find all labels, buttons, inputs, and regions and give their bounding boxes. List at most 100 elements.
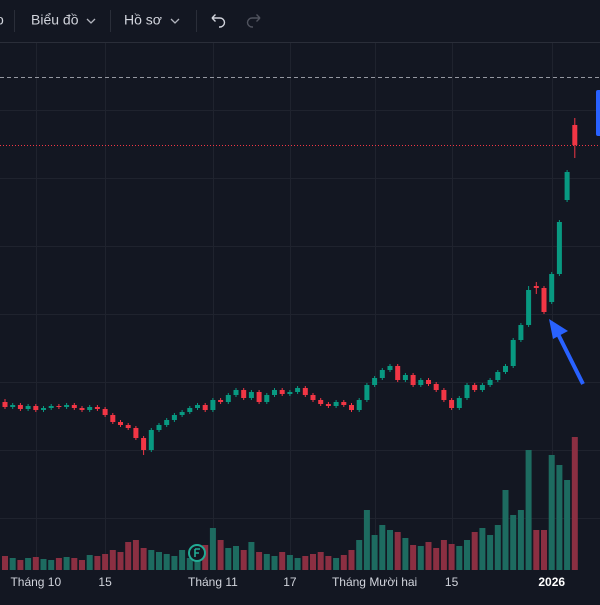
arrow-head [549,319,568,339]
toolbar-item[interactable]: Hồ sơ [124,12,162,28]
candle-body [233,390,239,395]
volume-bar [263,554,270,570]
candle-body [341,402,347,405]
candle-body [187,408,193,412]
event-marker[interactable] [188,544,206,562]
x-tick-label: Tháng 11 [188,575,238,589]
volume-bar [448,544,455,570]
candle-body [503,366,508,372]
volume-bar [148,550,155,570]
candle-body [572,125,578,145]
candle-body [318,400,324,404]
volume-bar [125,542,132,570]
volume-bar [132,540,139,570]
candle-body [349,405,354,410]
volume-bar [548,455,555,570]
candle-body [33,406,39,410]
candle-body [164,420,170,425]
candle-body [195,405,200,408]
candle-body [426,380,431,384]
volume-bar [202,545,209,570]
candle-body [2,402,8,407]
candle-body [148,430,154,450]
volume-bar [417,546,424,570]
volume-bar [63,557,70,570]
x-tick-label: Tháng Mười hai [332,575,417,589]
toolbar-item[interactable]: o [0,12,4,28]
candle-body [526,290,532,325]
volume-bar [25,558,32,570]
candle-body [418,380,424,385]
volume-bar [156,552,162,570]
volume-bar [225,548,232,570]
candle-body [402,375,408,380]
candle-body [549,274,555,302]
volume-bar [363,510,370,570]
volume-bar [186,558,193,570]
volume-bar [217,540,224,570]
candle-body [479,385,485,390]
candle-body [295,388,301,392]
volume-bar [433,548,440,570]
candle-body [364,385,370,400]
volume-bar [240,550,247,570]
volume-bar [102,554,109,570]
redo-icon[interactable] [246,14,261,28]
candle-body [118,422,123,425]
candle-body [433,384,439,390]
volume-bar [556,465,563,570]
candle-body [125,425,131,428]
candle-body [395,366,401,380]
candle-body [17,405,23,409]
candle-body [495,372,501,380]
volume-bar [94,556,101,570]
candle-body [472,385,478,390]
volume-bar [209,528,216,570]
candle-body [356,400,362,410]
undo-icon[interactable] [211,14,226,28]
candle-body [64,405,70,407]
candle-body [464,385,470,398]
candle-body [218,400,224,402]
volume-bar [79,560,85,570]
candle-body [441,390,447,400]
candle-body [102,409,108,415]
toolbar: o Biểu đồ Hồ sơ [0,0,600,43]
volume-bar [464,540,470,570]
candle-body [202,405,208,410]
candle-body [449,400,455,408]
volume-bar [2,556,8,570]
candle-body [171,415,177,420]
candle-body [272,390,277,395]
candle-body [56,406,62,407]
volume-bar [371,535,378,570]
price-tag [596,90,600,136]
volume-bar [510,515,517,570]
toolbar-bg [0,0,600,42]
arrow-shaft [556,333,585,385]
x-tick-label: 17 [283,575,297,589]
volume-bar [440,540,447,570]
volume-bar [564,480,571,570]
candle-body [279,390,285,394]
volume-bar [517,510,524,570]
volume-bar [479,528,486,570]
candle-body [387,366,393,370]
volume-bar [302,556,309,570]
candle-body [379,370,385,378]
volume-bar [233,546,239,570]
volume-bar [502,490,509,570]
candle-body [556,222,562,274]
chevron [170,18,180,24]
arrow [549,319,585,385]
candle-body [487,380,493,385]
volume-bar [171,556,178,570]
candle-body [141,438,147,450]
volume-bar [86,555,93,570]
volume-bar [456,546,463,570]
volume-bar [9,558,16,570]
candle-body [225,395,231,402]
toolbar-item[interactable]: Biểu đồ [31,12,79,28]
candle-body [410,375,416,385]
